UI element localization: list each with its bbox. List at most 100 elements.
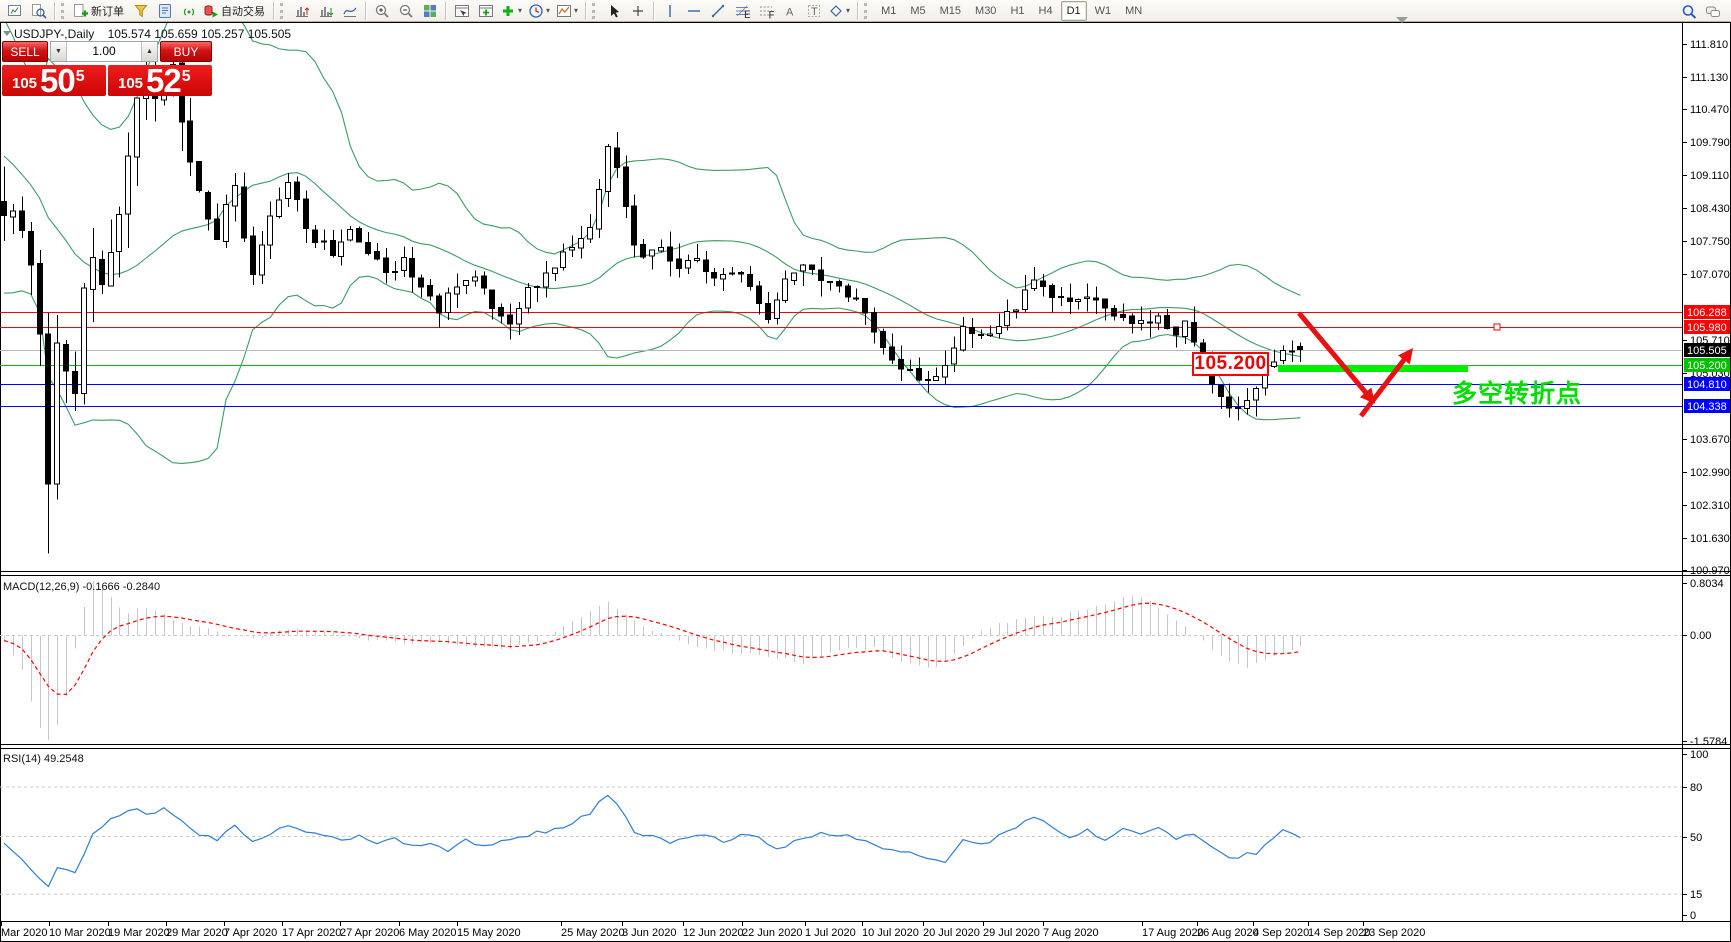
preview-icon [32,3,47,19]
toolbar-separator [54,1,56,20]
buy-button[interactable]: BUY [160,41,212,62]
periods-menu-button[interactable]: ▾ [526,0,554,22]
search-button[interactable] [1677,1,1701,23]
x-axis-date-label: 25 May 2020 [561,927,625,939]
text-tool-button[interactable]: A [778,0,802,22]
x-axis-date-label: 12 Jun 2020 [683,927,744,939]
price-axis: 111.810 111.130 110.470 109.790 109.110 108.4… [1493,22,1730,922]
timeframe-w1-button[interactable]: W1 [1094,4,1112,17]
timeframe-h1-button[interactable]: H1 [1010,4,1025,17]
y-axis-tick-label: 107.750 [1690,236,1730,248]
timeframe-m15-button[interactable]: M15 [939,4,962,17]
zoom-out-icon [399,4,413,18]
text-label-tool-button[interactable]: T [802,0,826,22]
chart-annotations[interactable] [1278,311,1468,418]
chevron-down-icon[interactable]: ▾ [518,6,523,15]
rsi-line [3,794,1301,888]
timeframe-mn-button[interactable]: MN [1125,4,1143,17]
win-cursor-icon [455,4,469,17]
bid-quote-panel[interactable]: 105 50 5 [2,62,106,99]
shift-end-button[interactable] [314,0,338,22]
add-indicator-button[interactable]: ▾ [498,0,526,22]
strategy-tester-button[interactable] [153,0,177,22]
data-window-button[interactable] [450,0,474,22]
price-annotation-box[interactable]: 105.200 [1192,352,1269,376]
sell-button[interactable]: SELL [2,41,48,62]
new-order-button[interactable]: 新订单 [71,0,129,22]
chart-title: USDJPY-,Daily 105.574 105.659 105.257 10… [3,27,291,41]
one-click-collapse-icon[interactable] [3,31,11,36]
horizontal-line-tool-button[interactable] [682,0,706,22]
turning-point-annotation[interactable]: 多空转折点 [1452,380,1583,408]
timeframe-m30-button[interactable]: M30 [975,4,997,17]
chart-canvas[interactable]: 111.810 111.130 110.470 109.790 109.110 108.4… [0,22,1731,942]
auto-trading-button[interactable]: 自动交易 [201,0,270,22]
price-badge-105.980 [1684,320,1730,334]
toolbar-grip [61,2,67,19]
y-axis-tick-label: 107.070 [1690,269,1730,281]
candles [1,45,1303,554]
fibonacci-tool-button[interactable]: E [730,0,754,22]
panel-collapse-arrow[interactable] [1396,17,1408,23]
ask-pipette: 5 [181,68,191,85]
timeframe-m5-button[interactable]: M5 [910,4,926,17]
x-axis-date-label: 17 Apr 2020 [282,927,341,939]
x-axis-date-label: 17 Aug 2020 [1142,927,1204,939]
clock-icon [529,3,543,18]
ask-big-digits: 52 [146,62,182,99]
support-zone-bar[interactable] [1278,365,1468,372]
timeframe-h4-button[interactable]: H4 [1038,4,1053,17]
volume-increase-icon[interactable]: ▲ [141,42,157,61]
text-a-icon: A [786,6,794,18]
history-center-button[interactable] [129,0,153,22]
volume-field[interactable]: 1.00 [92,44,116,58]
down-trend-arrow[interactable] [1297,311,1376,404]
chat-button[interactable] [1701,1,1725,23]
arrows-tool-button[interactable]: ▾ [826,0,854,22]
timeframe-m1-button[interactable]: M1 [881,4,897,17]
line-selection-handle[interactable] [1493,323,1501,331]
svg-text:E: E [744,9,750,19]
chevron-down-icon[interactable]: ▾ [546,6,551,15]
svg-text:A: A [786,6,794,18]
timeframe-d1-button[interactable]: D1 [1060,0,1087,21]
up-trend-arrow[interactable] [1359,348,1414,418]
chevron-down-icon[interactable]: ▾ [574,6,579,15]
macd-scale-label: 0.8034 [1690,578,1724,590]
macd-scale-label: -1.5784 [1690,736,1727,748]
zoom-out-button[interactable] [394,0,418,22]
shapes-icon [830,4,842,17]
toolbar-grip [280,2,286,19]
templates-menu-button[interactable]: ▾ [554,0,582,22]
cursor-tool-button[interactable] [602,0,626,22]
price-badge-label: 104.338 [1687,401,1727,413]
channel-tool-button[interactable]: F [754,0,778,22]
y-axis-tick-label: 109.110 [1690,170,1729,182]
bid-big-digits: 50 [40,62,76,99]
signals-button[interactable] [177,0,201,22]
vertical-line-tool-button[interactable] [658,0,682,22]
tile-windows-button[interactable] [418,0,442,22]
zoom-in-button[interactable] [370,0,394,22]
x-axis-date-label: 6 May 2020 [399,927,456,939]
volume-decrease-icon[interactable]: ▼ [51,42,67,61]
price-badge-105.200 [1684,358,1730,372]
toolbar-separator [445,1,447,20]
ask-quote-panel[interactable]: 105 52 5 [108,62,212,99]
toolbar-separator [653,1,656,20]
x-axis-date-label: 27 Apr 2020 [340,927,399,939]
pane-separators[interactable] [0,571,1731,922]
chevron-down-icon[interactable]: ▾ [846,6,851,15]
new-chart-button[interactable] [3,0,27,22]
cursor-icon [611,4,620,17]
new-indicator-window-button[interactable] [474,0,498,22]
crosshair-tool-button[interactable] [626,0,650,22]
y-axis-tick-label: 109.790 [1690,137,1730,149]
auto-scroll-button[interactable] [338,0,362,22]
chart-preview-button[interactable] [27,0,51,22]
x-axis-date-label: 7 Apr 2020 [224,927,277,939]
shift-chart-button[interactable] [290,0,314,22]
toolbar-grip [592,2,598,19]
trendline-tool-button[interactable] [706,0,730,22]
x-axis-date-label: 19 Mar 2020 [108,927,170,939]
